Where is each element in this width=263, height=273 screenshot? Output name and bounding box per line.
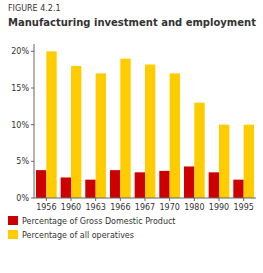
- x-tick: [169, 198, 170, 201]
- bar: [85, 180, 95, 198]
- bars: [36, 51, 254, 198]
- bar: [135, 172, 145, 198]
- x-tick: [194, 198, 195, 201]
- x-tick-label: 1960: [61, 203, 81, 212]
- y-tick-label: 20%: [11, 47, 29, 56]
- figure-label: FIGURE 4.2.1: [8, 4, 61, 13]
- x-tick-label: 1990: [209, 203, 229, 212]
- y-tick-label: 5%: [16, 157, 29, 166]
- x-tick: [145, 198, 146, 201]
- bar: [209, 172, 219, 198]
- legend-label: Percentage of Gross Domestic Product: [22, 217, 176, 226]
- x-tick: [243, 198, 244, 201]
- x-tick: [219, 198, 220, 201]
- x-tick-label: 1970: [159, 203, 179, 212]
- x-tick-label: 1967: [135, 203, 155, 212]
- bar: [145, 65, 155, 198]
- legend-swatch: [8, 216, 18, 225]
- x-tick-label: 1980: [184, 203, 204, 212]
- legend-label: Percentage of all operatives: [22, 231, 134, 240]
- bar: [61, 177, 71, 198]
- y-tick-label: 15%: [11, 84, 29, 93]
- x-tick: [71, 198, 72, 201]
- chart-container: FIGURE 4.2.1 Manufacturing investment and…: [0, 0, 263, 273]
- bar: [159, 171, 169, 198]
- bar: [71, 66, 81, 198]
- legend-swatch: [8, 230, 18, 239]
- x-tick-label: 1956: [36, 203, 56, 212]
- x-tick: [95, 198, 96, 201]
- bar: [120, 59, 130, 198]
- bar: [244, 125, 254, 198]
- bar: [233, 180, 243, 198]
- bar: [184, 166, 194, 198]
- y-axis: [34, 44, 35, 198]
- bar: [96, 73, 106, 198]
- bar: [219, 125, 229, 198]
- bar: [110, 170, 120, 198]
- bar: [36, 170, 46, 198]
- y-tick-label: 0%: [16, 194, 29, 203]
- bar: [194, 103, 204, 198]
- x-tick: [120, 198, 121, 201]
- x-tick-label: 1963: [85, 203, 105, 212]
- x-tick-label: 1966: [110, 203, 130, 212]
- bar: [170, 73, 180, 198]
- x-tick-label: 1995: [233, 203, 253, 212]
- chart-title: Manufacturing investment and employment: [8, 17, 256, 28]
- x-tick: [46, 198, 47, 201]
- chart-svg: FIGURE 4.2.1 Manufacturing investment and…: [0, 0, 263, 273]
- bar: [46, 51, 56, 198]
- y-tick-label: 10%: [11, 121, 29, 130]
